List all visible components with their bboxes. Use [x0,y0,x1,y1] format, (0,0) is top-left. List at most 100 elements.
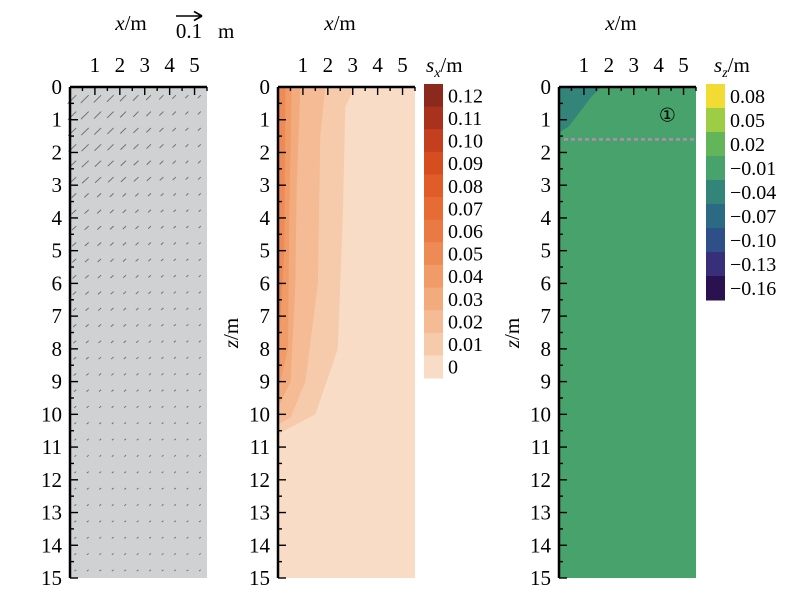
displacement-vector [123,373,127,376]
displacement-vector [124,454,127,457]
displacement-vector [132,111,139,118]
colorbar-label: −0.01 [730,158,776,180]
x-tick-label: 5 [189,53,200,77]
displacement-vector [74,454,77,458]
displacement-vector [148,487,152,490]
displacement-vector [84,258,89,263]
displacement-vector [124,471,127,474]
displacement-vector [74,553,77,556]
displacement-vector [110,323,114,327]
displacement-vector [173,569,177,572]
y-tick-label: 4 [541,206,552,230]
sz-band-main [559,87,696,578]
y-tick-label: 15 [530,566,551,590]
displacement-vector [99,503,102,507]
x-tick-label: 2 [323,53,334,77]
displacement-vector [124,503,127,507]
y-tick-label: 8 [541,337,552,361]
displacement-vector [173,536,177,539]
displacement-vector [85,373,89,376]
displacement-vector [198,405,202,408]
displacement-vector [136,356,139,360]
displacement-vector [120,160,127,167]
displacement-vector [123,422,127,425]
displacement-vector [120,176,127,183]
displacement-vector [186,438,189,441]
displacement-vector [72,291,77,296]
x-axis-title: x/m [323,11,356,35]
displacement-vector [173,340,177,343]
displacement-vector [161,389,164,392]
displacement-vector [148,291,152,295]
displacement-vector [124,553,127,556]
displacement-vector [84,209,89,214]
displacement-vector [186,356,189,359]
displacement-vector [122,209,127,214]
displacement-vector [147,225,152,230]
scale-vector-legend: 0.1 m [176,10,234,43]
displacement-vector [147,242,152,246]
colorbar-swatch [424,174,443,198]
colorbar-swatch [424,264,443,289]
displacement-vector [186,307,189,310]
y-tick-label: 7 [260,304,271,328]
displacement-vector [158,94,164,100]
displacement-vector [198,438,202,441]
x-tick-label: 4 [164,53,175,77]
displacement-vector [161,373,164,376]
displacement-vector [110,307,114,311]
displacement-vector [186,536,189,539]
y-tick-label: 9 [52,370,63,394]
displacement-vector [73,389,77,393]
displacement-vector [146,143,152,149]
displacement-vector [110,274,114,279]
colorbar-swatch [424,197,443,221]
y-tick-label: 1 [52,108,63,132]
displacement-vector [122,274,127,279]
displacement-vector [136,422,139,425]
displacement-vector [186,274,189,278]
x-axis-title: x/m [604,11,637,35]
displacement-vector [173,471,177,474]
colorbar-label: 0.12 [448,85,483,107]
displacement-vector [99,569,102,572]
y-tick-label: 1 [541,108,552,132]
displacement-vector [160,209,164,213]
x-axis-title: x/m [114,11,147,35]
displacement-vector [94,143,102,151]
displacement-vector [198,242,202,245]
displacement-vector [198,373,202,376]
displacement-vector [197,127,202,132]
displacement-vector [148,340,152,343]
displacement-vector [186,503,189,506]
y-tick-label: 10 [41,402,62,426]
colorbar-label: 0.02 [730,134,765,156]
colorbar-swatch [706,132,725,157]
displacement-vector [73,340,77,344]
displacement-vector [198,323,202,327]
displacement-vector [185,111,189,115]
colorbar-label: 0.03 [448,289,483,311]
displacement-vector [86,487,89,490]
displacement-vector [74,536,77,539]
y-tick-label: 11 [250,435,270,459]
colorbar-swatch [424,310,443,334]
displacement-vector [80,127,89,136]
displacement-vector [99,438,102,441]
colorbar-swatch [706,156,725,181]
displacement-vector [198,536,202,539]
y-tick-label: 11 [42,435,62,459]
colorbar-label: 0.08 [448,176,483,198]
y-axis-title: z/m [219,318,243,349]
displacement-vector [186,405,189,408]
displacement-vector [106,111,114,119]
displacement-vector [185,193,189,196]
y-tick-label: 14 [41,533,63,557]
zone-marker-label: ① [659,105,676,126]
displacement-vector [173,274,177,278]
displacement-vector [198,291,202,294]
